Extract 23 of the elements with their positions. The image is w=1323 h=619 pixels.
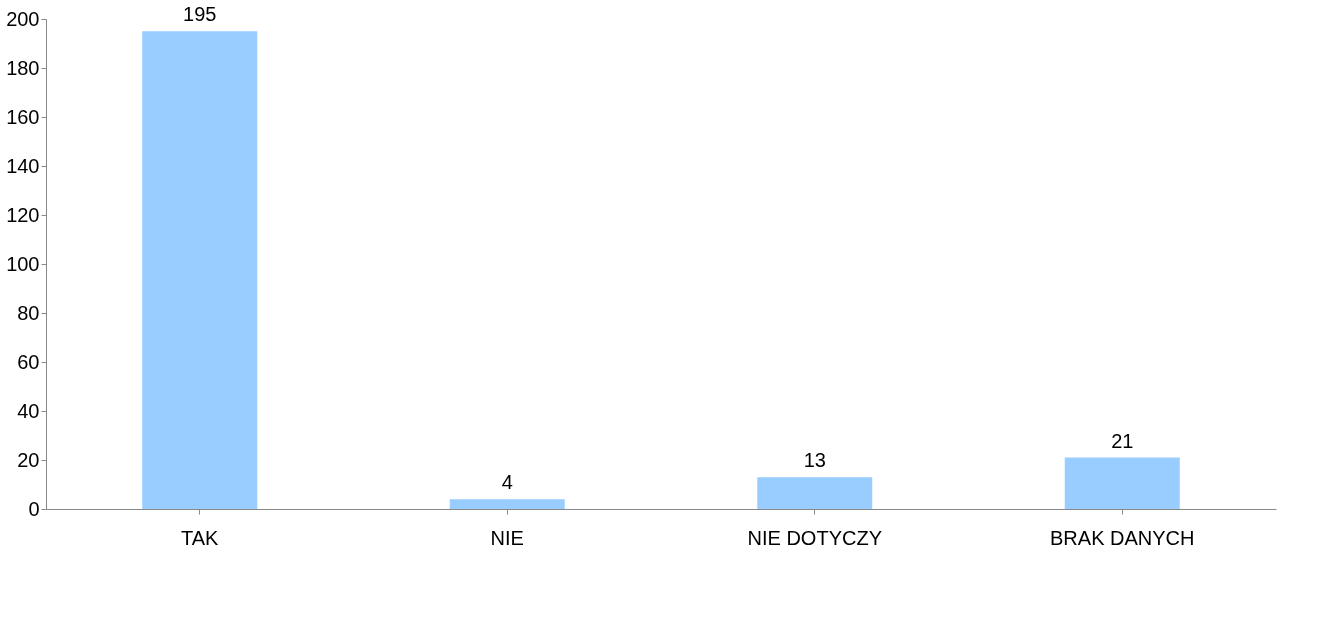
data-label: 13 (803, 449, 826, 472)
bar (1064, 457, 1180, 509)
x-tick-label: NIE DOTYCZY (747, 526, 882, 549)
data-label: 21 (1111, 429, 1134, 452)
y-tick-label: 160 (6, 105, 40, 128)
y-tick-label: 20 (17, 448, 40, 471)
data-label: 195 (183, 3, 217, 26)
y-tick-label: 60 (17, 350, 40, 373)
y-tick-label: 0 (28, 497, 40, 520)
y-tick-label: 100 (6, 252, 40, 275)
y-tick-label: 140 (6, 154, 40, 177)
y-tick-label: 120 (6, 203, 40, 226)
bar (449, 499, 565, 509)
bar (142, 31, 258, 509)
data-label: 4 (501, 471, 513, 494)
x-tick-label: NIE (490, 526, 524, 549)
x-tick-label: TAK (181, 526, 220, 549)
y-tick-label: 200 (6, 7, 40, 30)
x-tick-label: BRAK DANYCH (1050, 526, 1195, 549)
y-tick-label: 180 (6, 56, 40, 79)
y-tick-label: 40 (17, 399, 40, 422)
y-tick-label: 80 (17, 301, 40, 324)
bar (757, 477, 873, 509)
